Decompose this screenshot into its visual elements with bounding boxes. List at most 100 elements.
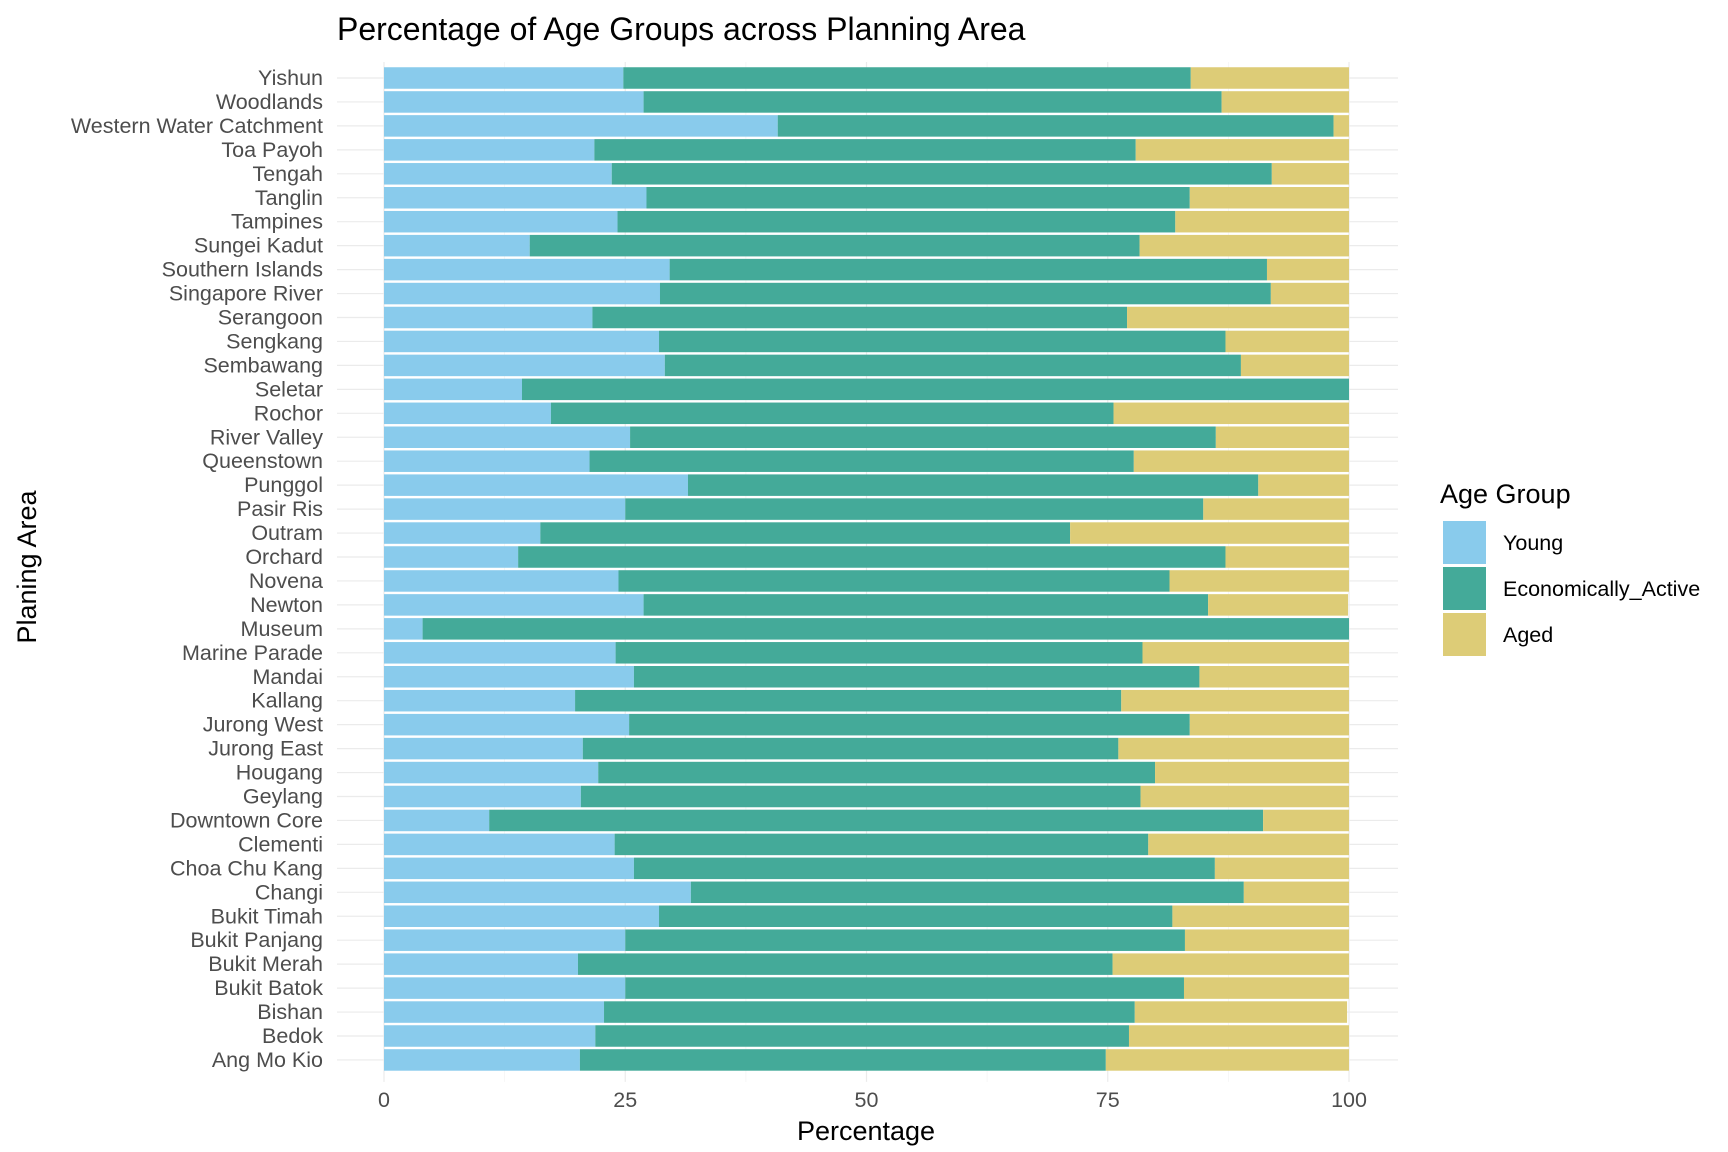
- bar-segment: [664, 354, 1241, 377]
- x-axis-title: Percentage: [797, 1116, 935, 1146]
- bar-segment: [1112, 953, 1349, 975]
- bar-segment: [384, 67, 624, 89]
- bar-segment: [1133, 450, 1349, 472]
- y-tick-label: Novena: [249, 569, 323, 593]
- bar-segment: [1148, 833, 1349, 856]
- bar-segment: [1128, 1025, 1349, 1047]
- bar-segment: [598, 761, 1156, 784]
- bar-segment: [1139, 234, 1349, 257]
- bar-segment: [384, 378, 522, 401]
- bar-segment: [1169, 570, 1349, 592]
- y-tick-label: Outram: [251, 521, 323, 545]
- bar-segment: [1208, 594, 1349, 616]
- bar-segment: [384, 498, 626, 520]
- bar-segment: [384, 594, 644, 616]
- bar-segment: [625, 977, 1184, 999]
- bar-segment: [540, 522, 1071, 544]
- y-tick-label: Choa Chu Kang: [170, 856, 323, 880]
- y-tick-label: Singapore River: [169, 282, 323, 306]
- y-tick-label: Serangoon: [218, 306, 323, 330]
- bar-segment: [384, 809, 490, 832]
- bar-segment: [592, 306, 1128, 329]
- bar-segment: [777, 115, 1334, 137]
- legend-swatch: [1443, 521, 1486, 564]
- bar-segment: [384, 905, 660, 927]
- bar-segment: [1271, 163, 1349, 185]
- bar-segment: [615, 642, 1143, 664]
- legend-label: Young: [1503, 531, 1563, 555]
- y-tick-label: Woodlands: [216, 90, 323, 114]
- y-tick-label: Punggol: [244, 473, 323, 497]
- bar-segment: [690, 881, 1244, 904]
- bar-segment: [384, 642, 616, 664]
- bar-segment: [1258, 474, 1349, 496]
- bar-segment: [1270, 282, 1349, 305]
- bar-segment: [1189, 187, 1349, 209]
- bar-segment: [1215, 426, 1349, 448]
- bar-segment: [384, 210, 618, 233]
- bar-segment: [643, 91, 1222, 113]
- bar-segment: [1199, 666, 1349, 688]
- y-tick-label: Bukit Timah: [211, 904, 323, 928]
- bar-segment: [669, 258, 1267, 281]
- bar-segment: [617, 210, 1176, 233]
- bar-segment: [1266, 258, 1349, 281]
- bar-segment: [384, 522, 541, 544]
- y-tick-label: Jurong East: [208, 737, 323, 761]
- bar-segment: [633, 666, 1200, 688]
- bar-segment: [1243, 881, 1349, 904]
- bar-segment: [633, 857, 1215, 880]
- y-tick-label: Western Water Catchment: [71, 114, 323, 138]
- bar-segment: [1333, 115, 1349, 137]
- bar-segment: [1118, 737, 1349, 760]
- y-tick-label: Hougang: [236, 761, 323, 785]
- bar-segment: [1155, 761, 1349, 784]
- legend-label: Aged: [1503, 623, 1553, 647]
- bar-segment: [1214, 857, 1349, 880]
- bar-segment: [1113, 402, 1349, 425]
- bar-segment: [659, 330, 1226, 353]
- bar-segment: [614, 833, 1149, 856]
- bar-segment: [575, 689, 1122, 712]
- legend-items: Young Economically_Active Aged: [1443, 521, 1700, 656]
- bar-segment: [384, 666, 634, 688]
- bar-segment: [594, 139, 1136, 161]
- bar-segment: [1142, 642, 1349, 664]
- y-tick-label: Yishun: [258, 66, 323, 90]
- bar-segment: [1240, 354, 1349, 377]
- y-tick-label: Pasir Ris: [237, 497, 323, 521]
- bar-segment: [384, 689, 576, 712]
- y-tick-label: Bukit Batok: [214, 976, 323, 1000]
- y-tick-label: Jurong West: [203, 713, 323, 737]
- bar-segment: [1127, 306, 1349, 329]
- bar-segment: [1183, 977, 1349, 999]
- y-tick-label: Changi: [255, 880, 323, 904]
- bar-segment: [384, 953, 578, 975]
- bar-segment: [384, 570, 619, 592]
- x-tick-label: 25: [613, 1088, 637, 1112]
- bar-segment: [384, 354, 665, 377]
- y-tick-label: Tanglin: [255, 186, 323, 210]
- y-tick-label: Museum: [241, 617, 323, 641]
- bar-segment: [384, 1025, 596, 1047]
- bar-segment: [659, 282, 1271, 305]
- bar-segment: [384, 450, 590, 472]
- bar-segment: [384, 234, 530, 257]
- bar-segment: [1070, 522, 1349, 544]
- y-tick-label: Sengkang: [226, 329, 323, 353]
- bar-segment: [582, 737, 1119, 760]
- y-axis-title: Planing Area: [12, 489, 42, 643]
- bar-segment: [384, 187, 647, 209]
- bar-segment: [384, 426, 631, 448]
- y-tick-label: Geylang: [243, 785, 323, 809]
- bar-segment: [623, 67, 1191, 89]
- bar-segment: [384, 618, 423, 640]
- bar-segment: [659, 905, 1173, 927]
- legend-swatch: [1443, 613, 1486, 656]
- bar-segment: [384, 163, 612, 185]
- legend-swatch: [1443, 567, 1486, 610]
- bar-segment: [629, 713, 1190, 736]
- y-tick-label: Bishan: [257, 1000, 323, 1024]
